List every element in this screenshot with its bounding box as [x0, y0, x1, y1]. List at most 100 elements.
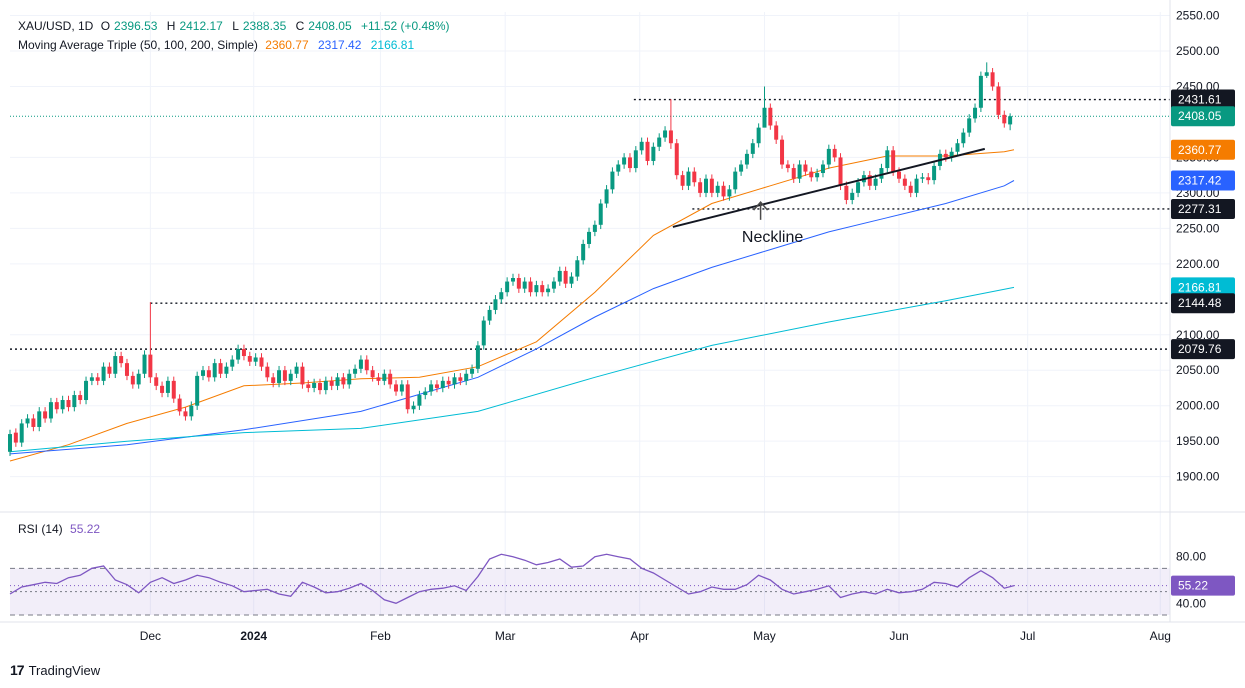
candle-body [604, 189, 609, 204]
ma100-value: 2317.42 [318, 38, 362, 52]
candle-body [358, 359, 363, 369]
candle-body [557, 270, 562, 282]
candle-body [1008, 116, 1013, 125]
annotations: Neckline [672, 147, 986, 246]
candle-body [891, 150, 896, 172]
legend-ma-row: Moving Average Triple (50, 100, 200, Sim… [18, 38, 420, 52]
price-level-label-box [1171, 106, 1235, 127]
candle-body [481, 320, 486, 346]
price-level-label: 2144.48 [1178, 296, 1222, 310]
candle-body [25, 418, 30, 424]
ma50-value: 2360.77 [265, 38, 309, 52]
candle-body [838, 157, 843, 186]
price-level-label: 2360.77 [1178, 143, 1222, 157]
neckline-arrowhead-icon [753, 200, 769, 211]
candle-body [72, 395, 77, 408]
rsi-value: 55.22 [70, 522, 101, 536]
time-tick-label: Jul [1020, 629, 1035, 643]
candle-body [452, 377, 457, 385]
candle-body [160, 385, 165, 393]
candle-body [815, 173, 820, 178]
candle-body [733, 171, 738, 190]
price-level-label-box [1171, 277, 1235, 298]
candle-body [130, 375, 135, 385]
rsi-tick-label: 80.00 [1176, 550, 1206, 564]
candle-body [294, 366, 299, 374]
candle-body [657, 137, 662, 147]
time-tick-label: May [753, 629, 776, 643]
candle-body [434, 384, 439, 388]
grid [10, 12, 1170, 615]
candle-body [622, 157, 627, 165]
candle-body [756, 127, 761, 144]
candle-body [750, 143, 755, 154]
rsi-level-label-box [1171, 575, 1235, 596]
price-level-label-box [1171, 339, 1235, 360]
time-tick-label: Feb [370, 629, 391, 643]
candle-body [516, 278, 521, 289]
tradingview-brand[interactable]: 17 TradingView [10, 662, 100, 678]
candle-body [306, 384, 311, 388]
candle-body [850, 192, 855, 200]
price-tick-label: 2500.00 [1176, 44, 1220, 58]
candle-body [592, 224, 597, 232]
candle-body [470, 368, 475, 374]
candle-body [668, 130, 673, 144]
candle-body [651, 146, 656, 161]
candle-body [241, 348, 246, 357]
candle-body [978, 75, 983, 108]
low-label: L [232, 19, 239, 33]
candle-body [885, 150, 890, 169]
ma-name: Moving Average Triple (50, 100, 200, Sim… [18, 38, 258, 52]
candle-body [785, 164, 790, 169]
candle-body [633, 150, 638, 169]
candle-body [230, 359, 235, 367]
rsi-line [9, 553, 1015, 604]
candle-body [540, 285, 545, 293]
price-level-label: 2408.05 [1178, 109, 1222, 123]
candle-body [721, 185, 726, 197]
neckline-label: Neckline [742, 229, 803, 246]
price-level-label-box [1171, 293, 1235, 314]
candle-body [797, 164, 802, 179]
candle-body [762, 107, 767, 128]
candle-body [493, 299, 498, 310]
candle-body [663, 130, 668, 138]
candle-body [686, 171, 691, 186]
legend-symbol-row: XAU/USD, 1D O 2396.53 H 2412.17 L 2388.35 C… [18, 19, 456, 33]
open-label: O [100, 19, 111, 33]
candle-body [955, 143, 960, 152]
high-label: H [166, 19, 176, 33]
price-levels [10, 98, 1170, 350]
candle-body [236, 348, 241, 360]
close-value: 2408.05 [308, 19, 352, 33]
price-tick-label: 2000.00 [1176, 399, 1220, 413]
candle-body [124, 363, 129, 376]
ma-line-2 [9, 180, 1015, 455]
candle-body [142, 354, 147, 374]
rsi-level-label: 55.22 [1178, 579, 1208, 593]
candle-body [996, 86, 1001, 115]
candle-body [312, 382, 317, 388]
price-tick-label: 2550.00 [1176, 9, 1220, 23]
candle-body [101, 366, 106, 381]
candle-body [627, 157, 632, 169]
candle-body [429, 384, 434, 392]
candle-body [411, 405, 416, 410]
candle-body [423, 391, 428, 396]
change-value: +11.52 (+0.48%) [361, 19, 450, 33]
candle-body [78, 395, 83, 401]
candle-body [581, 243, 586, 261]
price-tick-label: 2050.00 [1176, 363, 1220, 377]
candle-body [551, 281, 556, 289]
candle-body [832, 148, 837, 158]
candle-body [206, 370, 211, 378]
time-tick-label: Aug [1150, 629, 1171, 643]
price-level-label-box [1171, 139, 1235, 160]
candle-body [598, 203, 603, 225]
price-level-label-box [1171, 170, 1235, 191]
candle-body [505, 281, 510, 293]
candle-body [961, 132, 966, 144]
tradingview-logo-icon: 17 [10, 662, 25, 678]
